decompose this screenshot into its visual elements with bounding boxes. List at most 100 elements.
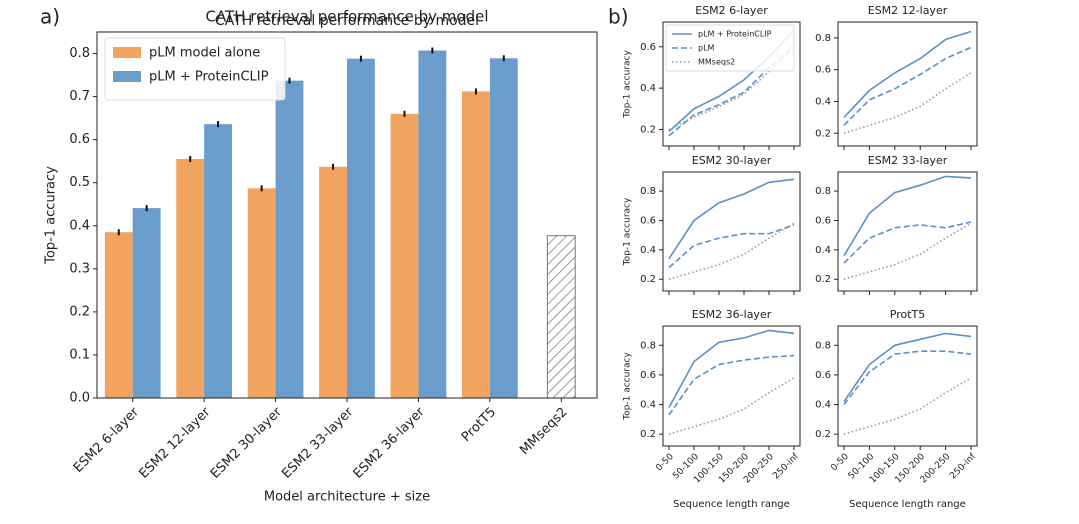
series-line xyxy=(843,350,972,405)
y-tick-label: 0.6 xyxy=(815,215,831,226)
bar xyxy=(462,91,490,398)
series-line xyxy=(843,377,972,435)
x-tick-label: ESM2 33-layer xyxy=(279,404,356,481)
series-line xyxy=(668,377,795,435)
x-tick-label: 250-inf xyxy=(948,451,978,481)
chart-title: CATH retrieval performance by model xyxy=(205,8,488,26)
series-line xyxy=(668,329,795,408)
bar xyxy=(247,188,276,398)
y-tick-label: 0.6 xyxy=(640,42,656,53)
axes-title: ESM2 12-layer xyxy=(868,4,948,17)
series-line xyxy=(843,221,972,264)
bar xyxy=(347,58,375,398)
y-tick-label: 0.8 xyxy=(640,186,656,197)
bar xyxy=(390,113,419,398)
y-tick-label: 0.4 xyxy=(640,245,656,256)
axes-frame xyxy=(662,171,801,292)
y-tick-label: 0.4 xyxy=(640,400,656,411)
bar xyxy=(418,50,447,399)
axes-frame xyxy=(662,21,801,147)
axes-frame xyxy=(96,31,598,399)
axes-frame xyxy=(837,171,978,292)
x-tick-label: 250-inf xyxy=(771,451,801,481)
panel-label: b) xyxy=(608,5,629,29)
y-tick-label: 0.2 xyxy=(815,429,831,440)
bar xyxy=(176,159,205,398)
y-tick-label: 0.7 xyxy=(69,89,90,104)
axes-title: ESM2 6-layer xyxy=(695,4,768,17)
axes-title: ESM2 30-layer xyxy=(692,154,772,167)
legend-label: pLM + ProteinCLIP xyxy=(149,70,269,85)
y-tick-label: 0.2 xyxy=(815,128,831,139)
y-tick-label: 0.6 xyxy=(815,65,831,76)
series-line xyxy=(843,72,972,135)
y-tick-label: 0.8 xyxy=(69,46,90,61)
x-tick-label: ESM2 12-layer xyxy=(136,404,213,481)
legend-label: pLM + ProteinCLIP xyxy=(698,30,772,39)
x-tick-label: 0-50 xyxy=(829,452,851,474)
y-tick-label: 0.4 xyxy=(815,400,831,411)
y-tick-label: 0.2 xyxy=(815,274,831,285)
y-tick-label: 0.6 xyxy=(815,370,831,381)
bar xyxy=(489,58,518,399)
y-tick-label: 0.4 xyxy=(815,245,831,256)
y-tick-label: 0.8 xyxy=(640,340,656,351)
y-tick-label: 0.4 xyxy=(69,218,90,233)
legend-box xyxy=(665,24,795,72)
series-line xyxy=(668,354,795,416)
x-tick-label: ProtT5 xyxy=(459,405,499,445)
series-line xyxy=(668,178,795,260)
y-axis-label: Top-1 accuracy xyxy=(623,352,633,421)
y-axis-label: Top-1 accuracy xyxy=(623,50,633,119)
axes-frame xyxy=(837,325,978,447)
series-line xyxy=(843,46,972,126)
y-tick-label: 0.2 xyxy=(640,429,656,440)
panel-label: a) xyxy=(40,5,60,29)
y-tick-label: 0.2 xyxy=(69,304,90,319)
axes-title: ESM2 33-layer xyxy=(868,154,948,167)
x-axis-label: Sequence length range xyxy=(673,499,790,510)
x-tick-label: 0-50 xyxy=(654,452,676,474)
baseline-bar xyxy=(546,235,576,399)
axes-title: ESM2 36-layer xyxy=(692,308,772,321)
y-tick-label: 0.8 xyxy=(815,33,831,44)
series-line xyxy=(668,222,795,280)
bar xyxy=(204,124,232,399)
series-line xyxy=(843,175,972,257)
y-tick-label: 0.6 xyxy=(69,132,90,147)
bar xyxy=(104,232,133,398)
legend-swatch xyxy=(113,47,141,58)
axes-frame xyxy=(662,325,801,447)
legend-label: MMseqs2 xyxy=(698,58,735,67)
series-line xyxy=(668,48,795,131)
y-tick-label: 0.3 xyxy=(69,261,90,276)
x-axis-label: Model architecture + size xyxy=(264,490,430,505)
series-line xyxy=(668,224,795,269)
x-axis-label: Sequence length range xyxy=(849,499,966,510)
y-tick-label: 0.2 xyxy=(640,274,656,285)
y-tick-label: 0.4 xyxy=(640,83,656,94)
x-tick-label: ESM2 30-layer xyxy=(208,404,285,481)
y-tick-label: 0.1 xyxy=(69,347,90,362)
legend-label: pLM model alone xyxy=(149,46,260,61)
legend-swatch xyxy=(113,71,141,82)
bar xyxy=(275,80,304,399)
series-line xyxy=(843,222,972,280)
x-tick-label: ESM2 6-layer xyxy=(71,404,143,476)
x-tick-label: MMseqs2 xyxy=(517,405,570,458)
axes-title: CATH retrieval performance by model xyxy=(215,13,479,29)
y-tick-label: 0.8 xyxy=(815,186,831,197)
bar xyxy=(132,208,161,398)
series-line xyxy=(843,332,972,403)
y-tick-label: 0.8 xyxy=(815,340,831,351)
bar xyxy=(319,166,347,398)
y-tick-label: 0.2 xyxy=(640,124,656,135)
y-axis-label: Top-1 accuracy xyxy=(623,197,633,266)
axes-frame xyxy=(837,21,978,147)
y-tick-label: 0.6 xyxy=(640,370,656,381)
y-tick-label: 0.5 xyxy=(69,175,90,190)
y-tick-label: 0.4 xyxy=(815,96,831,107)
legend-box xyxy=(104,37,286,101)
series-line xyxy=(843,30,972,118)
